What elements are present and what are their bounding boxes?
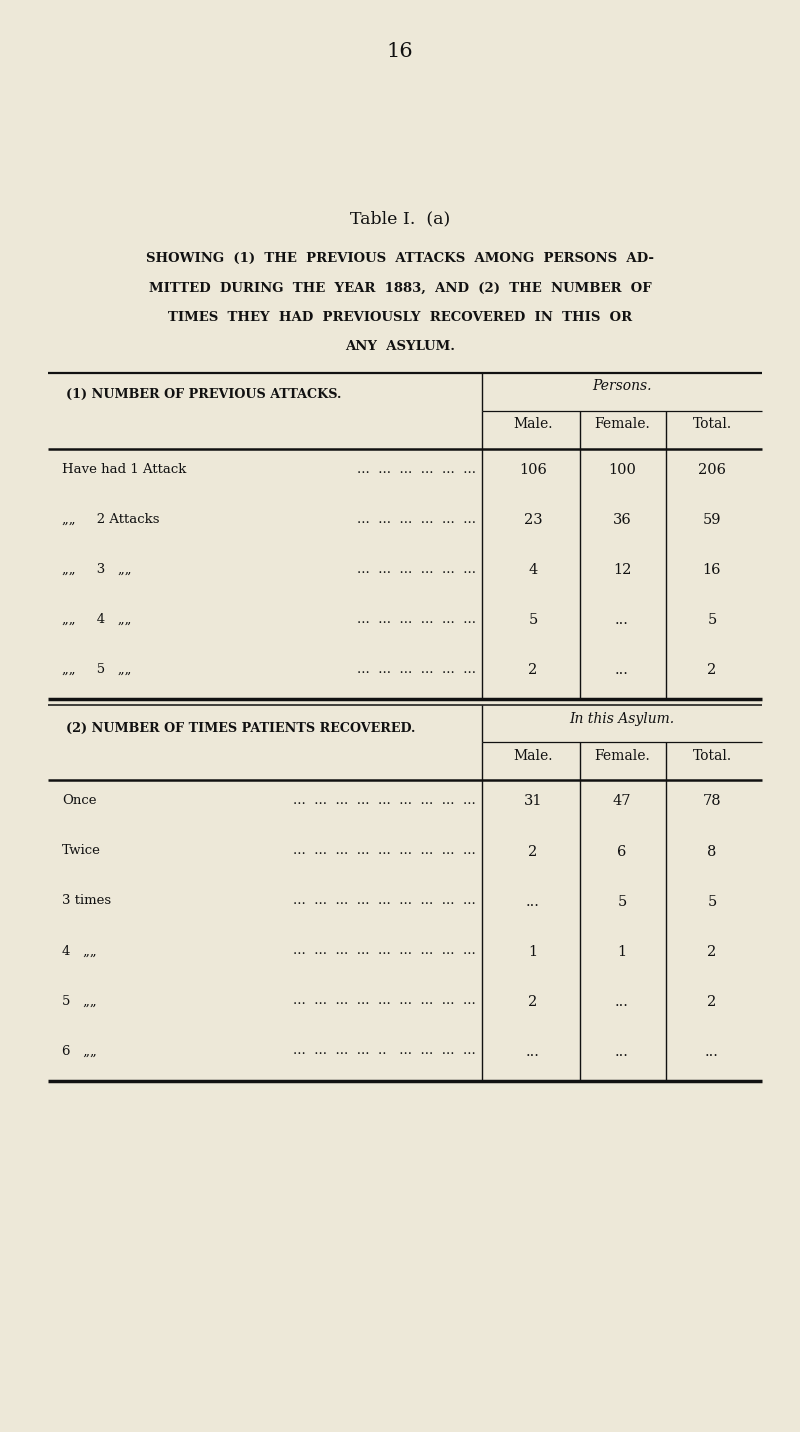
Text: 6: 6 <box>618 845 626 859</box>
Text: ...  ...  ...  ...  ...  ...  ...  ...  ...: ... ... ... ... ... ... ... ... ... <box>294 945 476 958</box>
Text: 23: 23 <box>524 513 542 527</box>
Text: Total.: Total. <box>693 417 731 431</box>
Text: 16: 16 <box>386 42 414 62</box>
Text: 78: 78 <box>702 795 722 809</box>
Text: Male.: Male. <box>514 749 553 762</box>
Text: „„     2 Attacks: „„ 2 Attacks <box>62 513 159 526</box>
Text: In this Asylum.: In this Asylum. <box>570 712 674 726</box>
Text: ...  ...  ...  ...  ...  ...: ... ... ... ... ... ... <box>357 613 476 626</box>
Text: 206: 206 <box>698 463 726 477</box>
Text: 5: 5 <box>707 895 717 908</box>
Text: ...  ...  ...  ...  ...  ...: ... ... ... ... ... ... <box>357 563 476 576</box>
Text: 3 times: 3 times <box>62 895 111 908</box>
Text: ...: ... <box>615 1044 629 1058</box>
Text: (1) NUMBER OF PREVIOUS ATTACKS.: (1) NUMBER OF PREVIOUS ATTACKS. <box>66 388 342 401</box>
Text: 1: 1 <box>529 945 538 958</box>
Text: ...  ...  ...  ...  ...  ...  ...  ...  ...: ... ... ... ... ... ... ... ... ... <box>294 895 476 908</box>
Text: Have had 1 Attack: Have had 1 Attack <box>62 463 186 475</box>
Text: ANY  ASYLUM.: ANY ASYLUM. <box>345 341 455 354</box>
Text: 4   „„: 4 „„ <box>62 945 97 958</box>
Text: Table I.  (a): Table I. (a) <box>350 211 450 228</box>
Text: „„     5   „„: „„ 5 „„ <box>62 663 131 676</box>
Text: ...: ... <box>705 1044 719 1058</box>
Text: Male.: Male. <box>514 417 553 431</box>
Text: ...: ... <box>615 663 629 677</box>
Text: Total.: Total. <box>693 749 731 762</box>
Text: (2) NUMBER OF TIMES PATIENTS RECOVERED.: (2) NUMBER OF TIMES PATIENTS RECOVERED. <box>66 722 415 735</box>
Text: ...: ... <box>615 994 629 1008</box>
Text: Female.: Female. <box>594 749 650 762</box>
Text: Twice: Twice <box>62 845 101 858</box>
Text: TIMES  THEY  HAD  PREVIOUSLY  RECOVERED  IN  THIS  OR: TIMES THEY HAD PREVIOUSLY RECOVERED IN T… <box>168 311 632 324</box>
Text: 16: 16 <box>702 563 722 577</box>
Text: ...  ...  ...  ...  ...  ...: ... ... ... ... ... ... <box>357 663 476 676</box>
Text: 2: 2 <box>528 663 538 677</box>
Text: 2: 2 <box>707 994 717 1008</box>
Text: 2: 2 <box>528 994 538 1008</box>
Text: 59: 59 <box>702 513 722 527</box>
Text: 6   „„: 6 „„ <box>62 1044 97 1057</box>
Text: Persons.: Persons. <box>592 379 652 392</box>
Text: 5: 5 <box>528 613 538 627</box>
Text: „„     4   „„: „„ 4 „„ <box>62 613 131 626</box>
Text: ...  ...  ...  ...  ...  ...  ...  ...  ...: ... ... ... ... ... ... ... ... ... <box>294 845 476 858</box>
Text: 106: 106 <box>519 463 547 477</box>
Text: ...: ... <box>526 895 540 908</box>
Text: 12: 12 <box>613 563 631 577</box>
Text: MITTED  DURING  THE  YEAR  1883,  AND  (2)  THE  NUMBER  OF: MITTED DURING THE YEAR 1883, AND (2) THE… <box>149 282 651 295</box>
Text: Female.: Female. <box>594 417 650 431</box>
Text: ...  ...  ...  ...  ...  ...: ... ... ... ... ... ... <box>357 463 476 475</box>
Text: 5   „„: 5 „„ <box>62 994 97 1008</box>
Text: 36: 36 <box>613 513 631 527</box>
Text: „„     3   „„: „„ 3 „„ <box>62 563 131 576</box>
Text: SHOWING  (1)  THE  PREVIOUS  ATTACKS  AMONG  PERSONS  AD-: SHOWING (1) THE PREVIOUS ATTACKS AMONG P… <box>146 252 654 265</box>
Text: ...  ...  ...  ...  ...  ...: ... ... ... ... ... ... <box>357 513 476 526</box>
Text: 100: 100 <box>608 463 636 477</box>
Text: Once: Once <box>62 795 97 808</box>
Text: 1: 1 <box>618 945 626 958</box>
Text: 5: 5 <box>618 895 626 908</box>
Text: 2: 2 <box>707 945 717 958</box>
Text: 5: 5 <box>707 613 717 627</box>
Text: 8: 8 <box>707 845 717 859</box>
Text: ...  ...  ...  ...  ...  ...  ...  ...  ...: ... ... ... ... ... ... ... ... ... <box>294 795 476 808</box>
Text: 2: 2 <box>707 663 717 677</box>
Text: ...  ...  ...  ...  ...  ...  ...  ...  ...: ... ... ... ... ... ... ... ... ... <box>294 994 476 1008</box>
Text: 31: 31 <box>524 795 542 809</box>
Text: 47: 47 <box>613 795 631 809</box>
Text: 4: 4 <box>528 563 538 577</box>
Text: ...: ... <box>615 613 629 627</box>
Text: ...: ... <box>526 1044 540 1058</box>
Text: ...  ...  ...  ...  ..   ...  ...  ...  ...: ... ... ... ... .. ... ... ... ... <box>294 1044 476 1057</box>
Text: 2: 2 <box>528 845 538 859</box>
